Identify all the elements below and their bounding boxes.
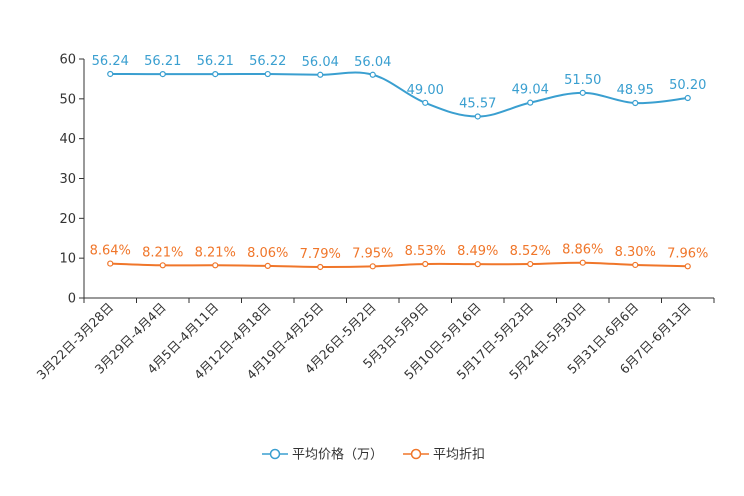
data-label: 8.52% [510, 244, 551, 259]
data-label: 56.22 [249, 54, 286, 69]
data-point [212, 70, 219, 78]
data-point [369, 71, 376, 78]
data-label: 49.00 [407, 83, 444, 98]
legend-item-2[interactable]: 平均折扣 [403, 448, 485, 463]
y-tick-label: 50 [59, 92, 76, 107]
data-point [369, 263, 376, 270]
data-point [107, 70, 114, 78]
data-label: 49.04 [512, 83, 549, 98]
data-point [159, 70, 166, 78]
data-point [159, 262, 166, 269]
data-label: 8.64% [90, 244, 131, 259]
data-label: 56.21 [197, 54, 234, 69]
y-tick-label: 40 [59, 132, 76, 147]
y-tick-label: 0 [68, 292, 76, 307]
data-point [212, 262, 219, 269]
data-point [632, 99, 639, 107]
data-point [474, 261, 481, 268]
axes: 01020304050603月22日-3月28日3月29日-4月4日4月5日-4… [33, 53, 715, 382]
y-tick-label: 20 [59, 212, 76, 227]
data-label: 7.79% [300, 247, 341, 262]
series-2: 8.64% 8.21% 8.21% 8.06% 7.79% 7.95% 8.53% 8.49%… [90, 243, 708, 271]
data-label: 51.50 [564, 73, 601, 88]
series-1: 56.24 56.21 56.21 56.22 56.04 56.04 49.00 45.57… [92, 54, 706, 120]
data-label: 8.21% [142, 245, 183, 260]
data-label: 8.86% [562, 243, 603, 258]
data-point [684, 263, 691, 270]
data-label: 50.20 [669, 78, 706, 93]
data-label: 56.21 [144, 54, 181, 69]
data-label: 7.95% [352, 246, 393, 261]
data-point [422, 260, 429, 268]
data-point [264, 70, 271, 78]
legend-label: 平均折扣 [433, 448, 485, 463]
y-tick-label: 10 [59, 252, 76, 267]
data-label: 8.06% [247, 246, 288, 261]
data-point [579, 89, 586, 96]
data-label: 56.04 [302, 55, 339, 70]
y-tick-label: 30 [59, 172, 76, 187]
data-label: 8.30% [615, 245, 656, 260]
data-label: 48.95 [617, 83, 654, 98]
data-label: 45.57 [459, 96, 496, 111]
data-point [527, 99, 534, 106]
data-point [264, 262, 271, 269]
data-point [474, 113, 481, 120]
series-line [110, 71, 688, 118]
legend-item-1[interactable]: 平均价格（万） [262, 447, 383, 463]
data-label: 8.21% [195, 245, 236, 260]
data-point [579, 259, 586, 266]
y-tick-label: 60 [59, 53, 76, 68]
data-point [422, 99, 429, 106]
legend-swatch-marker [269, 448, 281, 460]
legend: 平均价格（万） 平均折扣 [262, 447, 485, 463]
data-label: 7.96% [667, 246, 708, 261]
series-layer: 56.24 56.21 56.21 56.22 56.04 56.04 49.00 45.57… [90, 54, 708, 271]
data-point [317, 71, 324, 78]
legend-swatch-marker [410, 448, 422, 460]
data-point [632, 261, 639, 269]
data-label: 56.24 [92, 54, 129, 69]
data-label: 56.04 [354, 55, 391, 70]
data-point [527, 260, 534, 268]
data-point [684, 94, 691, 102]
series-line [110, 261, 688, 268]
data-point [107, 260, 114, 267]
data-label: 8.49% [457, 244, 498, 259]
data-point [317, 263, 324, 271]
legend-label: 平均价格（万） [292, 447, 383, 463]
data-label: 8.53% [405, 244, 446, 259]
